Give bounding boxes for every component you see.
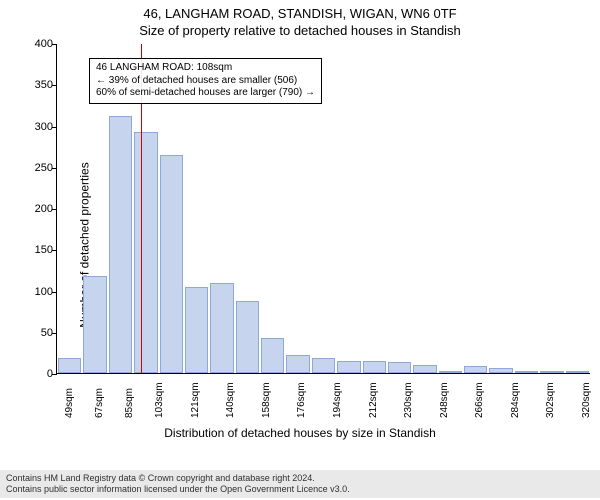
bar	[109, 116, 132, 373]
chart-area: Number of detached properties 46 LANGHAM…	[0, 40, 600, 450]
x-tick-label: 320sqm	[581, 382, 600, 418]
chart-title-address: 46, LANGHAM ROAD, STANDISH, WIGAN, WN6 0…	[0, 0, 600, 21]
bar	[489, 368, 512, 373]
y-tick-mark	[52, 250, 57, 251]
y-tick-mark	[52, 44, 57, 45]
bar	[286, 355, 309, 373]
bar	[210, 283, 233, 373]
footer-attribution: Contains HM Land Registry data © Crown c…	[0, 470, 600, 498]
bar	[439, 371, 462, 373]
footer-line-2: Contains public sector information licen…	[6, 484, 594, 495]
bar	[363, 361, 386, 373]
bar	[58, 358, 81, 373]
y-tick-mark	[52, 333, 57, 334]
annotation-line-3: 60% of semi-detached houses are larger (…	[96, 87, 315, 100]
bar	[236, 301, 259, 373]
x-axis-label: Distribution of detached houses by size …	[0, 426, 600, 440]
y-tick-mark	[52, 85, 57, 86]
bar	[388, 362, 411, 374]
bar	[185, 287, 208, 373]
chart-subtitle: Size of property relative to detached ho…	[0, 21, 600, 40]
y-tick-mark	[52, 168, 57, 169]
bar	[160, 155, 183, 373]
y-tick-mark	[52, 292, 57, 293]
bar	[337, 361, 360, 373]
bar	[464, 366, 487, 373]
bar	[261, 338, 284, 373]
bar	[413, 365, 436, 373]
x-tick-row: 49sqm67sqm85sqm103sqm121sqm140sqm158sqm1…	[56, 378, 590, 430]
plot-region: 46 LANGHAM ROAD: 108sqm ← 39% of detache…	[56, 44, 590, 374]
bar	[566, 371, 589, 373]
bar	[540, 371, 563, 373]
annotation-box: 46 LANGHAM ROAD: 108sqm ← 39% of detache…	[89, 58, 322, 104]
bar	[134, 132, 157, 373]
annotation-line-1: 46 LANGHAM ROAD: 108sqm	[96, 62, 315, 75]
annotation-line-2: ← 39% of detached houses are smaller (50…	[96, 75, 315, 88]
bar	[515, 371, 538, 373]
y-tick-mark	[52, 374, 57, 375]
y-tick-mark	[52, 127, 57, 128]
y-tick-mark	[52, 209, 57, 210]
bar	[83, 276, 106, 373]
footer-line-1: Contains HM Land Registry data © Crown c…	[6, 473, 594, 484]
bar	[312, 358, 335, 373]
